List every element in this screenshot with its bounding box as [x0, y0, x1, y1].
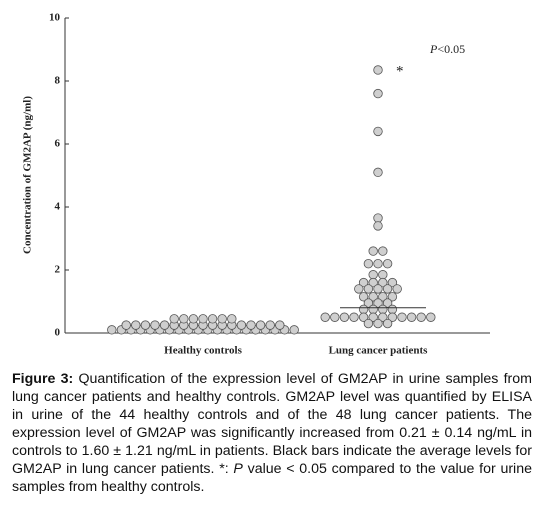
dot: [406, 312, 417, 322]
caption-part: value < 0.05 compared to the value for u…: [12, 461, 532, 495]
dot: [131, 320, 141, 330]
dot: [150, 320, 160, 330]
y-tick-label: 10: [49, 12, 61, 24]
dot: [382, 259, 393, 269]
dot: [387, 304, 398, 315]
y-tick-label: 2: [55, 264, 61, 276]
dot: [188, 314, 199, 324]
dot: [140, 320, 151, 330]
dot: [363, 284, 374, 294]
dot: [289, 325, 299, 335]
dot: [373, 284, 383, 294]
dot: [378, 270, 388, 280]
caption-part: Quantification of the expression level o…: [12, 371, 532, 477]
caption: Figure 3: Quantification of the expressi…: [12, 370, 532, 496]
caption-part: P: [233, 461, 243, 477]
y-tick-label: 6: [55, 138, 61, 150]
dot: [387, 292, 398, 302]
dot: [358, 304, 369, 315]
dot: [217, 314, 227, 324]
chart: Concentration of GM2AP (ng/ml) P<0.05 0 2…: [22, 12, 490, 357]
y-axis-label: Concentration of GM2AP (ng/ml): [22, 96, 34, 254]
y-tick-label: 0: [55, 327, 61, 339]
dot: [339, 312, 350, 322]
dot: [363, 259, 374, 269]
dot: [358, 292, 369, 302]
annotation: P<0.05: [429, 42, 465, 56]
dot: [373, 259, 383, 269]
annotation-text: <0.05: [437, 42, 465, 56]
dot: [373, 126, 383, 137]
dot: [275, 320, 285, 330]
dot: [378, 312, 388, 322]
dot: [426, 312, 436, 322]
dot: [358, 277, 369, 288]
dot: [378, 292, 388, 302]
dot: [246, 320, 256, 330]
x-tick-label: Lung cancer patients: [329, 345, 429, 357]
dot: [107, 325, 117, 335]
dot: [368, 246, 378, 256]
x-tick-label: Healthy controls: [164, 345, 242, 357]
dot: [198, 314, 208, 324]
dot: [378, 304, 388, 315]
dot: [236, 320, 247, 330]
annotation-p: P: [429, 42, 438, 56]
dot: [378, 277, 388, 288]
dot: [349, 312, 359, 322]
dot: [363, 318, 374, 329]
caption-part: Figure 3:: [12, 371, 74, 387]
y-tick-label: 4: [55, 201, 61, 213]
dot: [373, 88, 383, 99]
dot: [373, 318, 383, 329]
dot: [368, 312, 378, 322]
dot: [121, 320, 131, 330]
dot: [368, 292, 378, 302]
dot: [382, 284, 393, 294]
dot: [358, 312, 369, 322]
dot: [368, 270, 378, 280]
dot: [368, 277, 378, 288]
dot: [159, 320, 170, 330]
dot: [265, 320, 275, 330]
dot: [373, 167, 383, 178]
dot: [330, 312, 340, 322]
dot: [397, 312, 407, 322]
dot: [416, 312, 426, 322]
dot: [227, 314, 237, 324]
dot: [392, 284, 402, 294]
dot: [255, 320, 266, 330]
dot: [207, 314, 218, 324]
y-tick-label: 8: [55, 75, 61, 87]
star: *: [396, 63, 404, 79]
dot: [387, 277, 398, 288]
dot: [382, 318, 393, 329]
dot: [373, 213, 383, 223]
dot: [373, 221, 383, 231]
dot: [378, 246, 388, 256]
dot: [169, 314, 179, 324]
dot: [354, 284, 364, 294]
dot: [320, 312, 330, 322]
dot: [373, 65, 383, 75]
dot: [368, 304, 378, 315]
dot: [387, 312, 398, 322]
dot: [179, 314, 189, 324]
